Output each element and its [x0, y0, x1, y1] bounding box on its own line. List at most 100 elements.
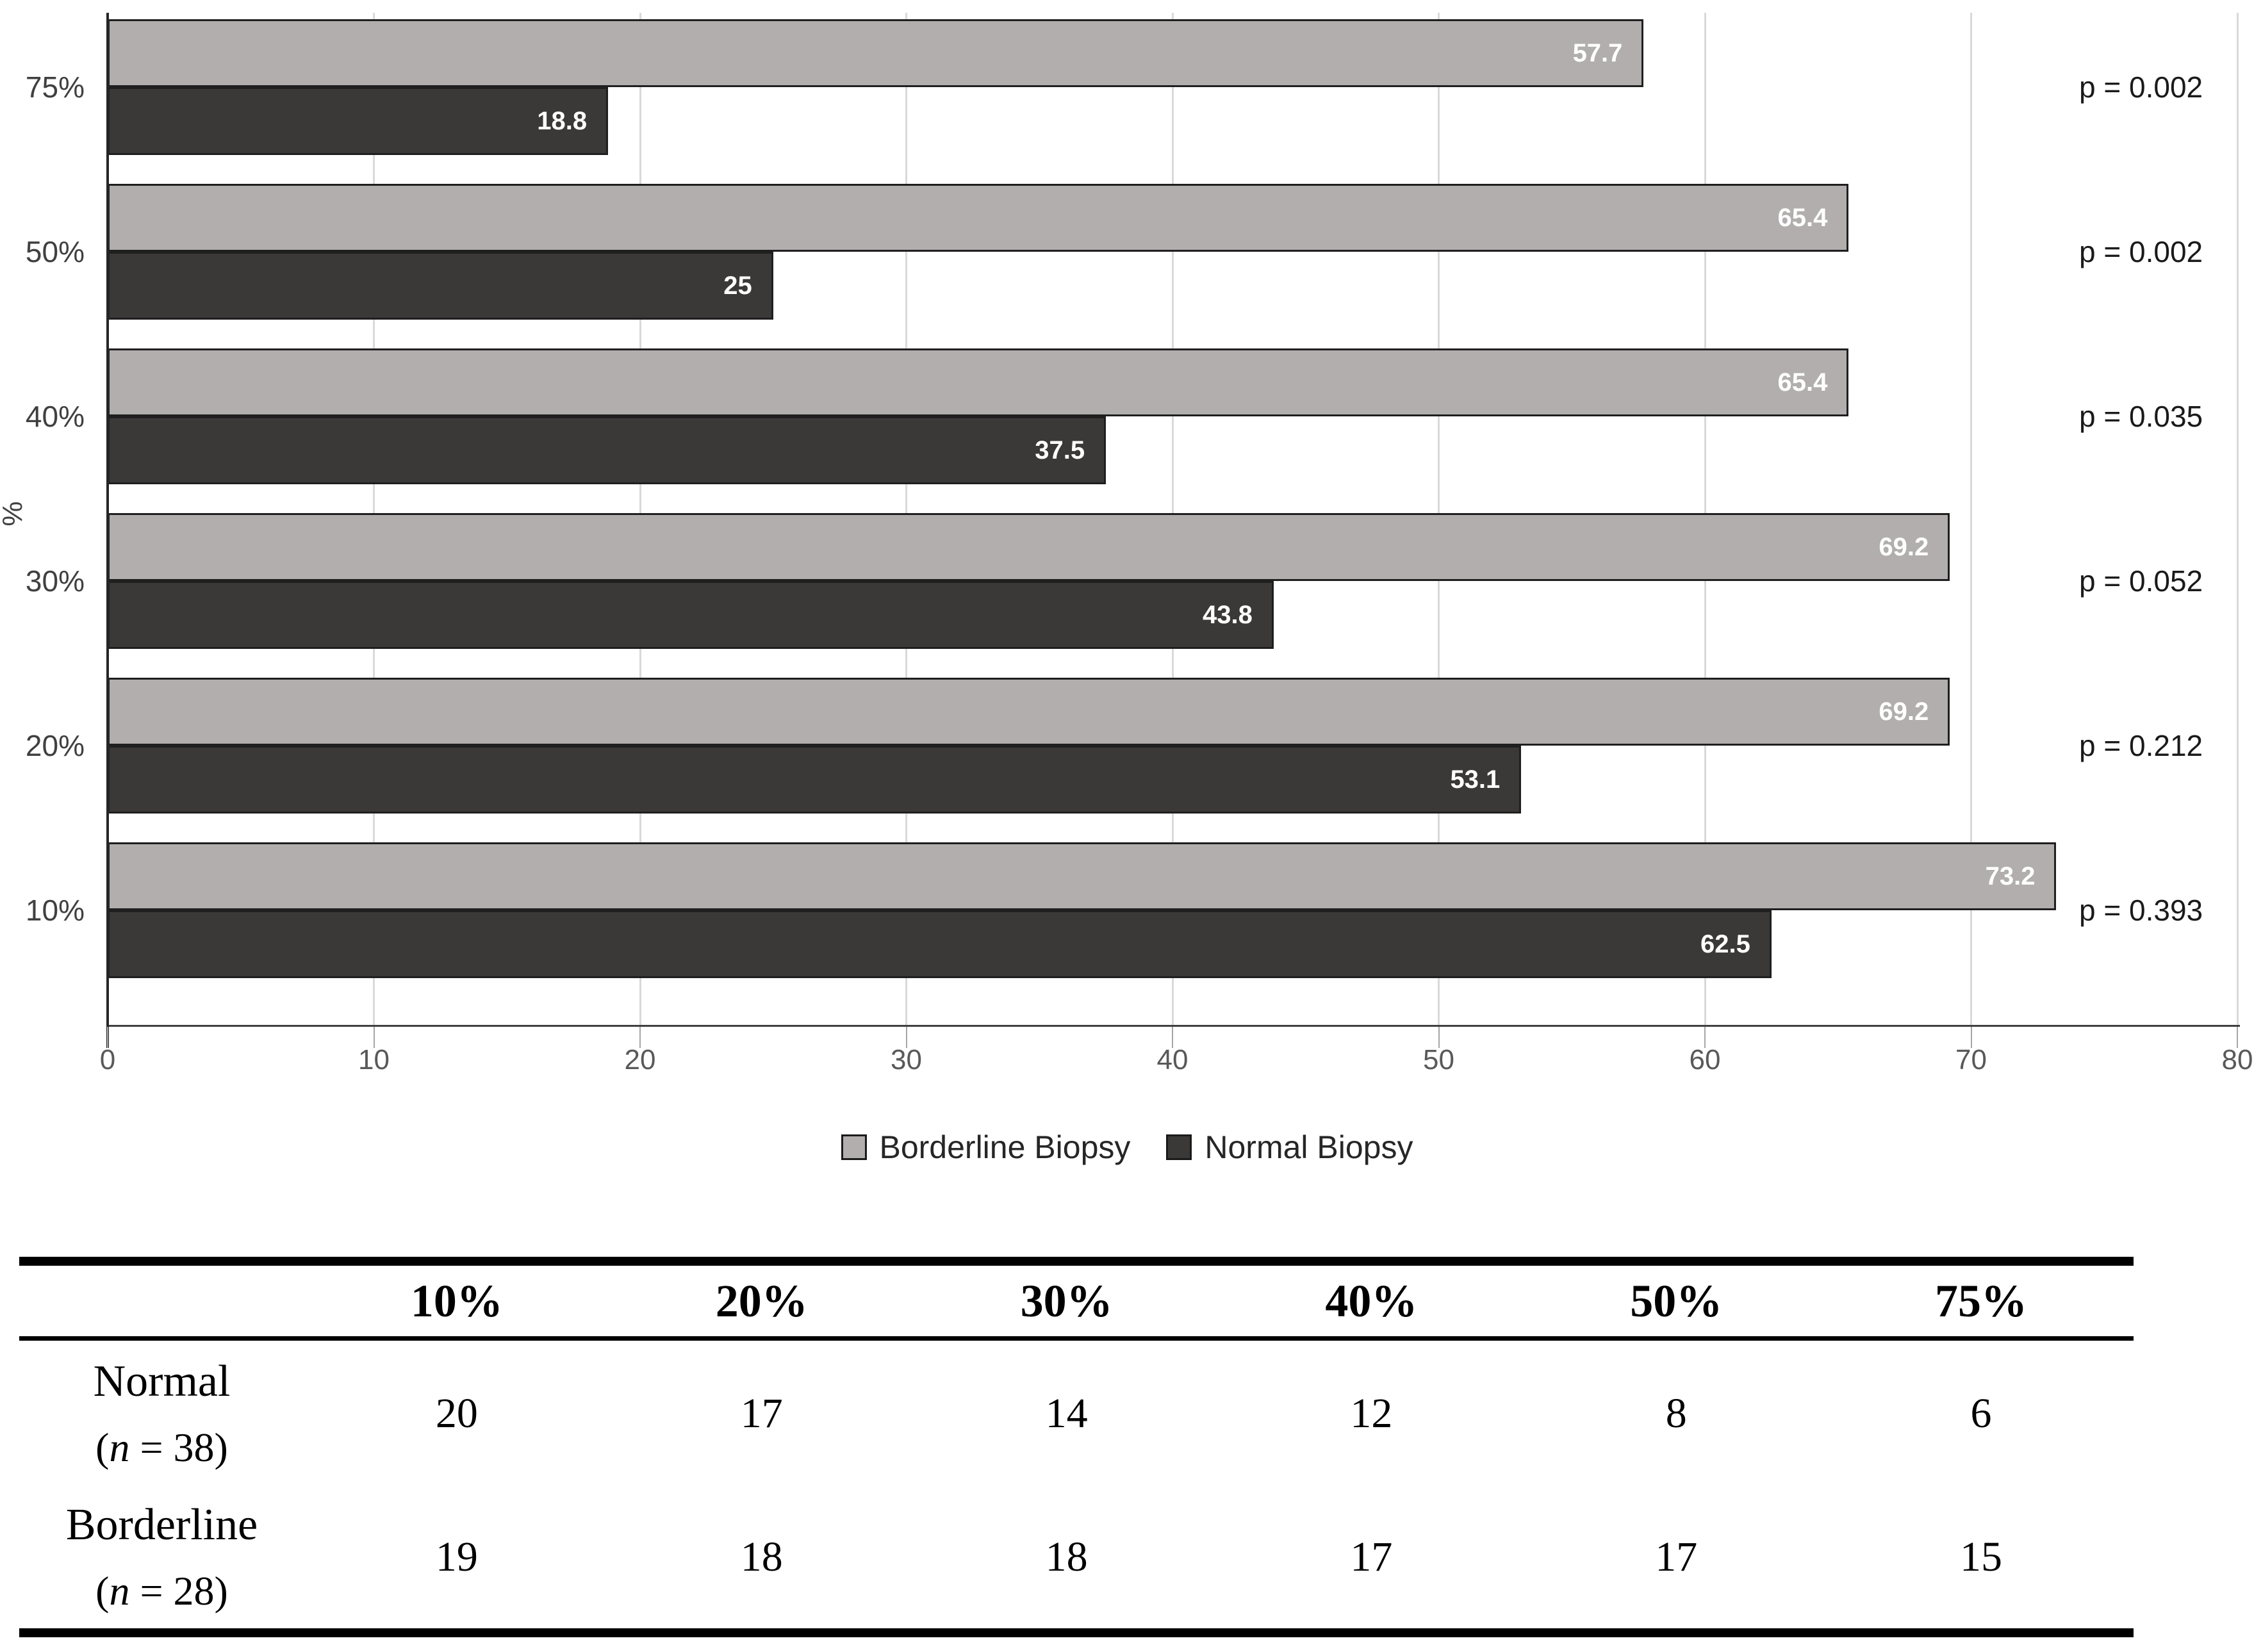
bar-value-label: 62.5	[1700, 929, 1750, 958]
table-cell: 17	[1350, 1533, 1393, 1580]
n-value: = 28)	[129, 1568, 228, 1614]
row-label-n: (n = 28)	[95, 1567, 228, 1615]
x-axis-tick	[1704, 1027, 1706, 1048]
bar-borderline-30%: 69.2	[108, 513, 1950, 581]
bar-value-label: 57.7	[1572, 38, 1623, 67]
y-axis-title: %	[0, 493, 33, 534]
summary-table: 10% 20% 30% 40% 50% 75% Normal (n = 38) 20 17 14 1…	[19, 1257, 2134, 1637]
bar-normal-30%: 43.8	[108, 581, 1274, 649]
p-value-label: p = 0.035	[2079, 400, 2203, 433]
x-tick-label: 80	[2221, 1044, 2253, 1075]
category-label: 40%	[25, 400, 85, 433]
row-label-name: Normal	[93, 1356, 231, 1406]
table-cell: 6	[1970, 1389, 1992, 1437]
table-cell: 17	[740, 1389, 783, 1437]
bar-borderline-75%: 57.7	[108, 19, 1644, 87]
legend-label: Borderline Biopsy	[879, 1129, 1131, 1165]
chart-legend: Borderline Biopsy Normal Biopsy	[0, 1129, 2254, 1166]
x-tick-label: 30	[891, 1044, 922, 1075]
x-tick-label: 50	[1423, 1044, 1454, 1075]
p-value-label: p = 0.393	[2079, 894, 2203, 927]
category-label: 10%	[25, 894, 85, 927]
x-axis-line	[106, 1025, 2240, 1027]
table-bottom-rule	[19, 1628, 2134, 1637]
bar-value-label: 25	[723, 271, 752, 300]
n-paren-open: (	[95, 1568, 110, 1614]
bar-normal-40%: 37.5	[108, 416, 1106, 484]
x-tick-label: 60	[1689, 1044, 1721, 1075]
x-tick-label: 70	[1955, 1044, 1987, 1075]
bar-value-label: 69.2	[1879, 697, 1929, 726]
row-label-name: Borderline	[65, 1500, 258, 1550]
x-axis-tick	[905, 1027, 907, 1048]
bar-borderline-10%: 73.2	[108, 842, 2057, 910]
table-top-rule	[19, 1257, 2134, 1266]
x-axis-tick	[639, 1027, 641, 1048]
n-paren-open: (	[95, 1424, 110, 1470]
bar-value-label: 65.4	[1777, 203, 1828, 232]
p-value-label: p = 0.002	[2079, 235, 2203, 268]
legend-swatch-icon	[841, 1134, 867, 1160]
table-row-normal: Normal (n = 38) 20 17 14 12 8 6	[19, 1341, 2134, 1486]
bar-normal-50%: 25	[108, 252, 773, 320]
table-row-label: Normal (n = 38)	[19, 1356, 304, 1471]
bar-value-label: 69.2	[1879, 532, 1929, 561]
x-tick-label: 20	[624, 1044, 656, 1075]
bar-borderline-40%: 65.4	[108, 348, 1849, 416]
bar-value-label: 53.1	[1450, 765, 1501, 794]
p-value-label: p = 0.052	[2079, 564, 2203, 598]
n-value: = 38)	[129, 1424, 228, 1470]
bar-value-label: 43.8	[1203, 600, 1253, 629]
x-tick-label: 10	[358, 1044, 390, 1075]
legend-label: Normal Biopsy	[1205, 1129, 1413, 1165]
bar-borderline-20%: 69.2	[108, 678, 1950, 746]
x-axis-tick	[1438, 1027, 1440, 1048]
x-axis-tick	[107, 1027, 108, 1048]
table-header-cell: 75%	[1935, 1275, 2028, 1327]
gridline	[2236, 13, 2239, 1025]
category-label: 75%	[25, 70, 85, 104]
bar-value-label: 18.8	[537, 106, 588, 135]
n-variable: n	[109, 1424, 130, 1470]
table-cell: 20	[435, 1389, 478, 1437]
table-row-borderline: Borderline (n = 28) 19 18 18 17 17 15	[19, 1486, 2134, 1628]
p-value-label: p = 0.212	[2079, 729, 2203, 762]
table-cell: 8	[1665, 1389, 1687, 1437]
category-label: 30%	[25, 564, 85, 598]
table-cell: 14	[1045, 1389, 1088, 1437]
legend-swatch-icon	[1166, 1134, 1192, 1160]
bar-value-label: 37.5	[1035, 436, 1085, 464]
gridline	[1970, 13, 1972, 1025]
table-header-cell: 30%	[1020, 1275, 1113, 1327]
p-value-label: p = 0.002	[2079, 70, 2203, 104]
bar-normal-75%: 18.8	[108, 87, 609, 155]
x-tick-label: 40	[1156, 1044, 1189, 1075]
x-axis-tick	[373, 1027, 375, 1048]
table-cell: 19	[435, 1533, 478, 1580]
bar-normal-10%: 62.5	[108, 910, 1772, 978]
table-cell: 12	[1350, 1389, 1393, 1437]
legend-item-normal: Normal Biopsy	[1166, 1129, 1413, 1166]
row-label-n: (n = 38)	[95, 1424, 228, 1471]
category-label: 20%	[25, 729, 85, 762]
table-cell: 18	[740, 1533, 783, 1580]
x-axis-tick	[1172, 1027, 1173, 1048]
legend-item-borderline: Borderline Biopsy	[841, 1129, 1131, 1166]
table-header-cell: 20%	[715, 1275, 808, 1327]
x-axis-tick	[1970, 1027, 1972, 1048]
table-header-cell: 10%	[410, 1275, 503, 1327]
table-cell: 18	[1045, 1533, 1088, 1580]
table-mid-rule	[19, 1336, 2134, 1341]
bar-value-label: 65.4	[1777, 368, 1828, 397]
table-header-cell: 40%	[1325, 1275, 1418, 1327]
n-variable: n	[109, 1568, 130, 1614]
table-cell: 17	[1655, 1533, 1698, 1580]
bar-borderline-50%: 65.4	[108, 184, 1849, 252]
table-header-row: 10% 20% 30% 40% 50% 75%	[19, 1266, 2134, 1336]
bar-value-label: 73.2	[1985, 862, 2036, 890]
category-label: 50%	[25, 235, 85, 268]
x-axis-tick	[2237, 1027, 2238, 1048]
bar-normal-20%: 53.1	[108, 746, 1522, 814]
table-row-label: Borderline (n = 28)	[19, 1500, 304, 1615]
